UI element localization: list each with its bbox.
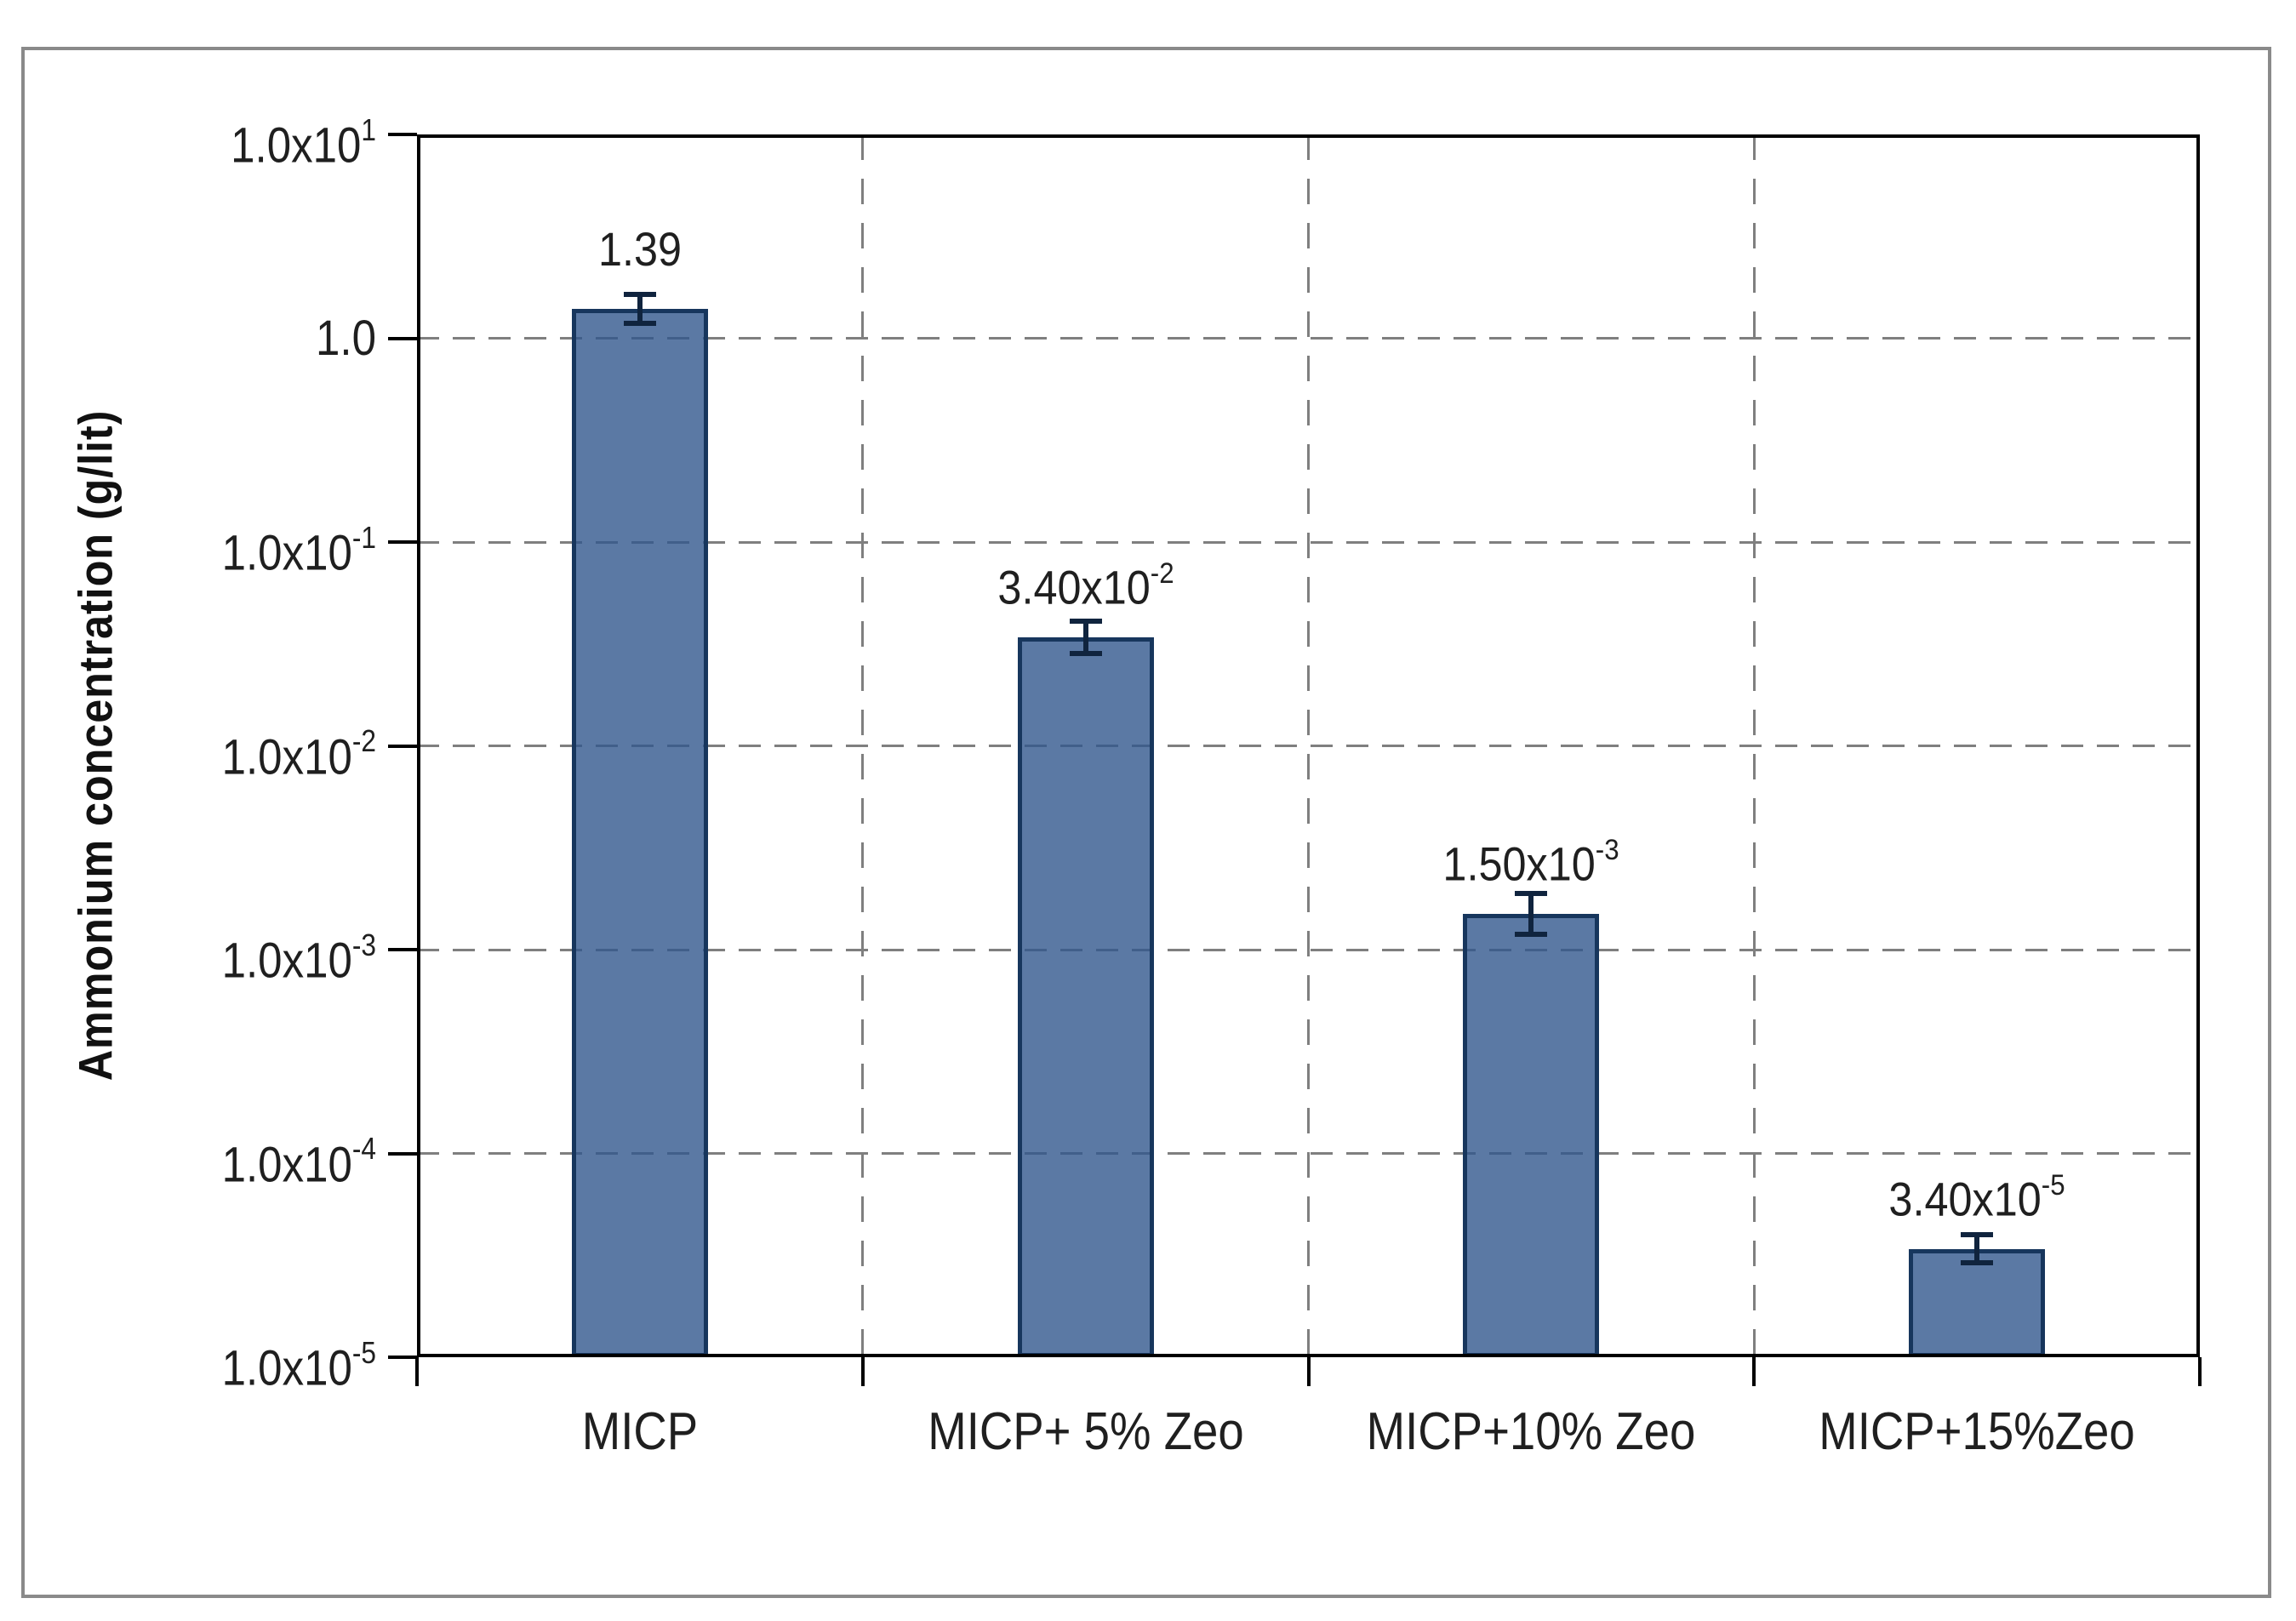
- bar-value-label: 3.40x10-5: [1888, 1168, 2065, 1226]
- error-bar-stem: [1528, 893, 1534, 934]
- bar-micp: [571, 309, 708, 1357]
- error-bar-stem: [1974, 1234, 1980, 1264]
- y-tick-label: 1.0x10-4: [221, 1131, 376, 1192]
- error-bar-cap-bottom: [623, 321, 656, 326]
- y-tick-label: 1.0: [316, 310, 376, 366]
- gridline-vertical: [1307, 134, 1310, 1357]
- y-tick-mark: [388, 744, 417, 748]
- y-tick-mark: [388, 948, 417, 951]
- error-bar-stem: [637, 294, 643, 323]
- error-bar-stem: [1082, 621, 1088, 654]
- y-tick-mark: [388, 540, 417, 544]
- error-bar-cap-top: [623, 292, 656, 298]
- error-bar-cap-bottom: [1515, 931, 1548, 937]
- x-tick-label: MICP: [581, 1402, 699, 1461]
- x-tick-label: MICP+ 5% Zeo: [927, 1402, 1244, 1461]
- y-tick-label: 1.0x101: [231, 111, 376, 174]
- y-tick-mark: [388, 1356, 417, 1359]
- y-tick-label: 1.0x10-3: [221, 927, 376, 989]
- gridline-vertical: [1752, 134, 1756, 1357]
- x-tick-mark: [2198, 1357, 2202, 1386]
- bar-micp-10-zeo: [1463, 913, 1600, 1357]
- x-tick-label: MICP+10% Zeo: [1367, 1402, 1696, 1461]
- x-tick-label: MICP+15%Zeo: [1819, 1402, 2135, 1461]
- y-tick-mark: [388, 1151, 417, 1156]
- bar-value-label: 1.50x10-3: [1442, 833, 1619, 891]
- y-tick-mark: [388, 336, 417, 340]
- error-bar-cap-top: [1515, 890, 1548, 896]
- x-tick-mark: [1306, 1357, 1311, 1386]
- error-bar-cap-bottom: [1961, 1260, 1994, 1266]
- x-tick-mark: [415, 1357, 419, 1386]
- y-tick-label: 1.0x10-2: [221, 723, 376, 785]
- x-tick-mark: [860, 1357, 865, 1386]
- x-tick-mark: [1752, 1357, 1756, 1386]
- plot-area: [417, 134, 2200, 1357]
- error-bar-cap-top: [1961, 1231, 1994, 1237]
- bar-micp-5-zeo: [1017, 637, 1154, 1357]
- error-bar-cap-top: [1069, 619, 1102, 625]
- gridline-vertical: [861, 134, 865, 1357]
- bar-value-label: 3.40x10-2: [997, 557, 1174, 614]
- figure-border: [21, 47, 2271, 1598]
- y-tick-label: 1.0x10-1: [221, 519, 376, 581]
- error-bar-cap-bottom: [1069, 651, 1102, 657]
- y-tick-label: 1.0x10-5: [221, 1334, 376, 1396]
- y-tick-mark: [388, 133, 417, 136]
- bar-value-label: 1.39: [597, 222, 682, 277]
